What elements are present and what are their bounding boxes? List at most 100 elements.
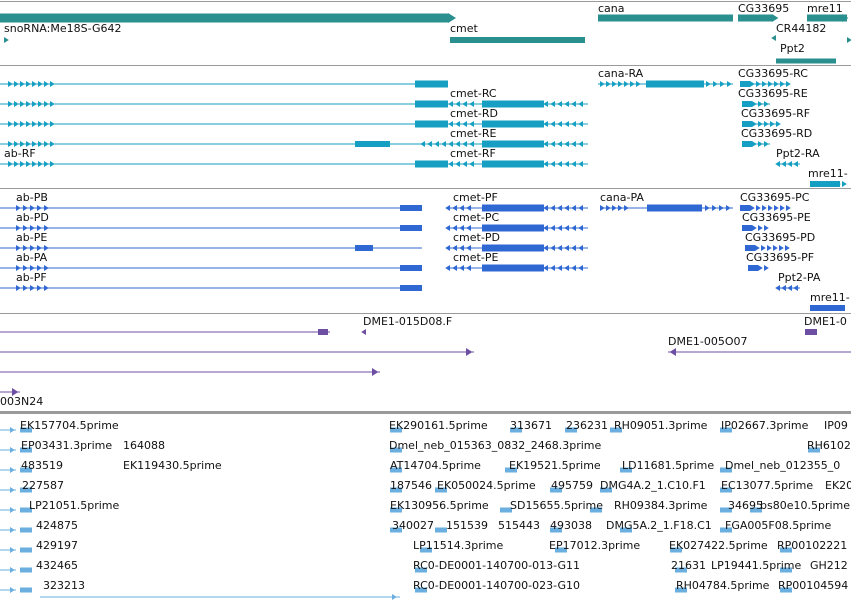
strand-arrow[interactable] bbox=[612, 205, 617, 211]
strand-arrow[interactable] bbox=[466, 245, 471, 251]
strand-arrow[interactable] bbox=[630, 81, 635, 87]
strand-arrow[interactable] bbox=[758, 265, 763, 271]
strand-arrow[interactable] bbox=[38, 81, 43, 87]
strand-arrow[interactable] bbox=[752, 101, 757, 107]
strand-arrow[interactable] bbox=[4, 37, 9, 43]
exon-block[interactable] bbox=[646, 80, 704, 88]
est-block[interactable] bbox=[390, 427, 402, 433]
strand-arrow[interactable] bbox=[14, 101, 19, 107]
strand-arrow[interactable] bbox=[455, 101, 460, 107]
exon-block[interactable] bbox=[742, 101, 752, 107]
strand-arrow[interactable] bbox=[30, 245, 35, 251]
strand-arrow[interactable] bbox=[550, 205, 555, 211]
strand-arrow[interactable] bbox=[16, 205, 21, 211]
est-block[interactable] bbox=[500, 507, 512, 513]
strand-arrow[interactable] bbox=[23, 285, 28, 291]
strand-arrow[interactable] bbox=[452, 225, 457, 231]
strand-arrow[interactable] bbox=[606, 81, 611, 87]
strand-arrow[interactable] bbox=[781, 285, 786, 291]
strand-arrow[interactable] bbox=[32, 81, 37, 87]
cds-block[interactable] bbox=[647, 204, 702, 212]
strand-arrow[interactable] bbox=[761, 245, 766, 251]
est-block[interactable] bbox=[20, 587, 32, 593]
strand-arrow[interactable] bbox=[462, 161, 467, 167]
strand-arrow[interactable] bbox=[455, 121, 460, 127]
strand-arrow[interactable] bbox=[23, 225, 28, 231]
strand-arrow[interactable] bbox=[8, 81, 13, 87]
strand-arrow[interactable] bbox=[427, 141, 432, 147]
strand-arrow[interactable] bbox=[445, 225, 450, 231]
strand-arrow[interactable] bbox=[842, 14, 849, 22]
strand-arrow[interactable] bbox=[26, 161, 31, 167]
strand-arrow[interactable] bbox=[550, 245, 555, 251]
strand-arrow[interactable] bbox=[557, 101, 562, 107]
exon-block[interactable] bbox=[742, 141, 752, 147]
strand-arrow[interactable] bbox=[441, 161, 446, 167]
strand-arrow[interactable] bbox=[420, 121, 425, 127]
strand-arrow[interactable] bbox=[452, 265, 457, 271]
cds-block[interactable] bbox=[482, 264, 544, 272]
strand-arrow[interactable] bbox=[32, 141, 37, 147]
strand-arrow[interactable] bbox=[767, 245, 772, 251]
est-block[interactable] bbox=[620, 467, 632, 473]
est-block[interactable] bbox=[780, 547, 792, 553]
exon-block[interactable] bbox=[742, 121, 752, 127]
strand-arrow[interactable] bbox=[420, 101, 425, 107]
est-block[interactable] bbox=[20, 487, 32, 493]
est-block[interactable] bbox=[750, 507, 762, 513]
strand-arrow[interactable] bbox=[612, 81, 617, 87]
strand-arrow[interactable] bbox=[20, 121, 25, 127]
strand-arrow[interactable] bbox=[44, 225, 49, 231]
cds-block[interactable] bbox=[482, 204, 544, 212]
exon-block[interactable] bbox=[740, 81, 750, 87]
strand-arrow[interactable] bbox=[752, 141, 757, 147]
strand-arrow[interactable] bbox=[758, 101, 763, 107]
est-block[interactable] bbox=[20, 447, 32, 453]
strand-arrow[interactable] bbox=[755, 245, 760, 251]
gene-bar[interactable] bbox=[807, 14, 847, 22]
strand-arrow[interactable] bbox=[14, 121, 19, 127]
est-block[interactable] bbox=[720, 507, 732, 513]
strand-arrow[interactable] bbox=[578, 121, 583, 127]
strand-arrow[interactable] bbox=[427, 161, 432, 167]
strand-arrow[interactable] bbox=[459, 245, 464, 251]
cds-block[interactable] bbox=[482, 244, 544, 252]
exon-block[interactable] bbox=[482, 160, 544, 168]
strand-arrow[interactable] bbox=[445, 245, 450, 251]
exon-block[interactable] bbox=[355, 141, 390, 147]
strand-arrow[interactable] bbox=[550, 121, 555, 127]
strand-arrow[interactable] bbox=[30, 265, 35, 271]
est-block[interactable] bbox=[675, 567, 687, 573]
strand-arrow[interactable] bbox=[12, 388, 19, 396]
strand-arrow[interactable] bbox=[361, 329, 366, 335]
strand-arrow[interactable] bbox=[775, 285, 780, 291]
strand-arrow[interactable] bbox=[847, 37, 851, 43]
strand-arrow[interactable] bbox=[824, 181, 829, 187]
strand-arrow[interactable] bbox=[578, 205, 583, 211]
est-block[interactable] bbox=[780, 587, 792, 593]
strand-arrow[interactable] bbox=[448, 121, 453, 127]
strand-arrow[interactable] bbox=[787, 285, 792, 291]
est-block[interactable] bbox=[390, 487, 402, 493]
strand-arrow[interactable] bbox=[762, 205, 767, 211]
strand-arrow[interactable] bbox=[459, 225, 464, 231]
strand-arrow[interactable] bbox=[818, 181, 823, 187]
strand-arrow[interactable] bbox=[550, 101, 555, 107]
strand-arrow[interactable] bbox=[571, 265, 576, 271]
exon-block[interactable] bbox=[482, 100, 544, 108]
est-block[interactable] bbox=[720, 527, 732, 533]
strand-arrow[interactable] bbox=[543, 205, 548, 211]
strand-arrow[interactable] bbox=[44, 265, 49, 271]
strand-arrow[interactable] bbox=[445, 205, 450, 211]
strand-arrow[interactable] bbox=[38, 121, 43, 127]
strand-arrow[interactable] bbox=[726, 205, 731, 211]
strand-arrow[interactable] bbox=[10, 507, 15, 513]
strand-arrow[interactable] bbox=[8, 161, 13, 167]
strand-arrow[interactable] bbox=[756, 205, 761, 211]
strand-arrow[interactable] bbox=[44, 205, 49, 211]
strand-arrow[interactable] bbox=[543, 141, 548, 147]
strand-arrow[interactable] bbox=[16, 265, 21, 271]
strand-arrow[interactable] bbox=[469, 161, 474, 167]
strand-arrow[interactable] bbox=[752, 225, 757, 231]
est-block[interactable] bbox=[20, 567, 32, 573]
